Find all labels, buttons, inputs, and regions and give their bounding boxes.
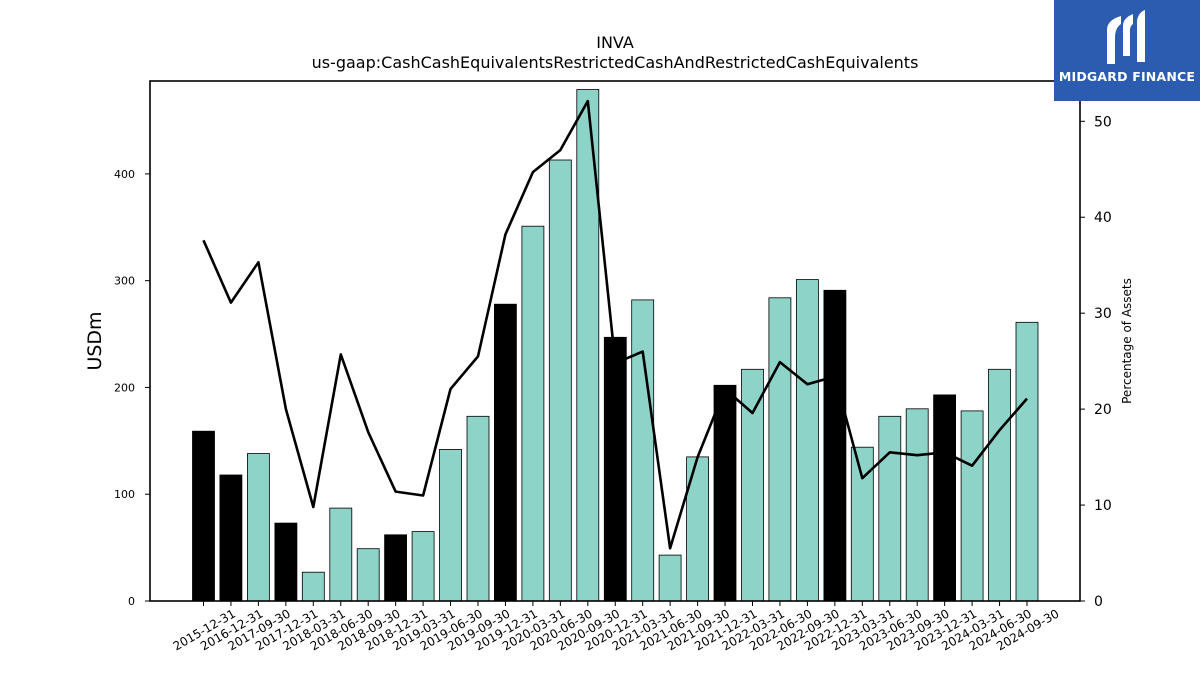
- percentage-line: [202, 99, 1028, 550]
- bar-2024-06-30: [988, 368, 1011, 602]
- bar-2024-09-30: [1015, 321, 1039, 602]
- logo-mark-icon: [1107, 10, 1145, 64]
- midgard-finance-logo: MIDGARD FINANCE: [1054, 0, 1200, 101]
- y-axis-left-label: USDm: [84, 311, 106, 370]
- y-axis-right-label: Percentage of Assets: [1120, 278, 1134, 404]
- bar-2021-12-31: [713, 384, 737, 602]
- y-right-tick-label: 40: [1094, 210, 1112, 226]
- bar-2019-03-31: [411, 531, 435, 602]
- bar-2023-12-31: [933, 394, 956, 602]
- bar-2017-09-30: [246, 453, 270, 602]
- logo-text: MIDGARD FINANCE: [1058, 69, 1196, 84]
- y-right-tick-label: 50: [1094, 114, 1112, 130]
- bar-2024-03-31: [960, 410, 984, 602]
- bars-layer: [192, 89, 1039, 602]
- y-right-tick-label: 30: [1094, 306, 1112, 322]
- bar-2021-06-30: [658, 554, 682, 602]
- bar-2016-12-31: [219, 474, 243, 602]
- bar-2022-09-30: [796, 279, 819, 602]
- bar-2017-12-31: [274, 522, 298, 602]
- bar-2021-03-31: [631, 299, 655, 602]
- bar-2018-03-31: [301, 571, 325, 602]
- y-left-tick-label: 0: [128, 595, 135, 608]
- y-right-tick-label: 0: [1094, 594, 1103, 610]
- y-right-tick-label: 10: [1094, 498, 1112, 514]
- bar-2022-03-31: [741, 368, 764, 602]
- y-left-tick-label: 400: [114, 168, 135, 181]
- bar-2018-12-31: [384, 534, 408, 602]
- bar-2020-03-31: [521, 225, 545, 602]
- bar-2018-06-30: [329, 507, 353, 602]
- bar-2023-09-30: [905, 408, 929, 602]
- bar-2022-12-31: [823, 289, 847, 602]
- bar-2019-06-30: [439, 448, 462, 602]
- bar-2022-06-30: [768, 297, 792, 602]
- chart-subtitle: us-gaap:CashCashEquivalentsRestrictedCas…: [312, 53, 919, 72]
- bar-2015-12-31: [192, 430, 215, 602]
- bar-2020-06-30: [548, 159, 572, 602]
- line-layer: [202, 99, 1028, 550]
- bar-2018-09-30: [356, 548, 380, 602]
- y-left-tick-label: 200: [114, 381, 135, 394]
- bar-2019-09-30: [466, 415, 490, 602]
- y-right-tick-label: 20: [1094, 402, 1112, 418]
- bar-2023-06-30: [878, 415, 902, 602]
- y-left-tick-label: 300: [114, 275, 135, 288]
- bar-2020-12-31: [603, 336, 627, 602]
- y-left-tick-label: 100: [114, 488, 135, 501]
- chart-title: INVA: [596, 33, 634, 52]
- bar-2019-12-31: [493, 303, 517, 602]
